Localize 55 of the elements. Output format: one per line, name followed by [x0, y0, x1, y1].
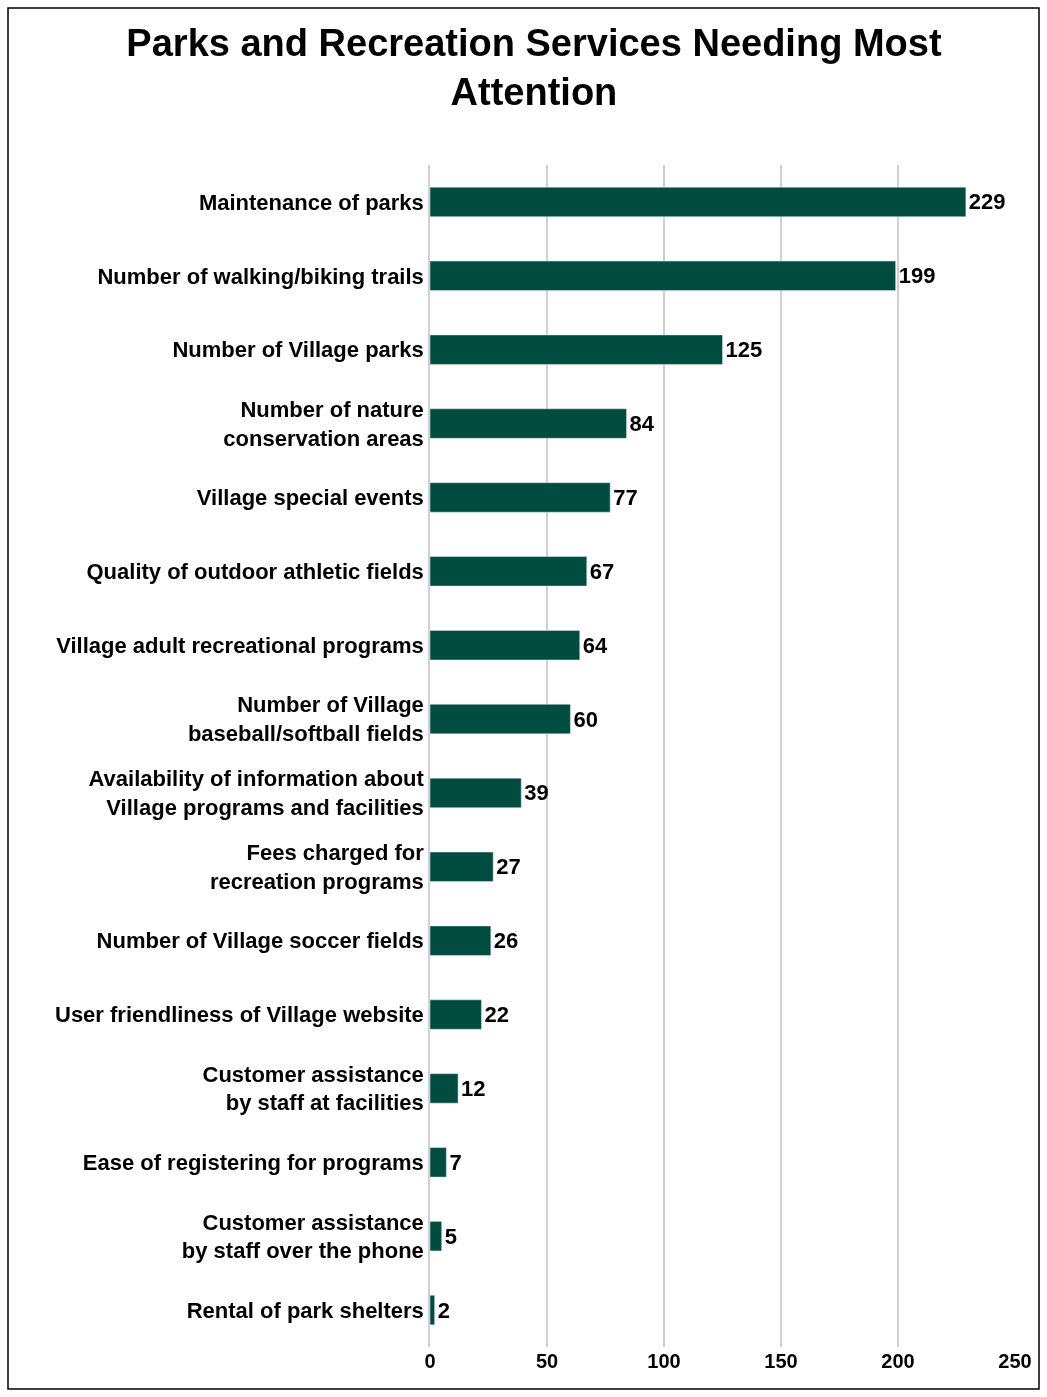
bar — [430, 334, 723, 365]
data-label: 5 — [444, 1223, 457, 1249]
y-tick-label: Maintenance of parks — [198, 189, 424, 215]
bar — [430, 1073, 459, 1104]
bar — [430, 186, 967, 217]
y-tick-label: Customer assistance by staff over the phone — [181, 1209, 424, 1264]
y-tick-label: Customer assistance by staff at facilities — [202, 1061, 424, 1116]
y-tick-label: Rental of park shelters — [186, 1297, 424, 1323]
bar — [430, 851, 494, 882]
x-tick-label: 250 — [998, 1350, 1032, 1372]
bar — [430, 999, 482, 1030]
data-label: 77 — [613, 484, 638, 510]
x-tick-label: 0 — [424, 1350, 436, 1372]
data-label: 229 — [968, 189, 1006, 215]
data-label: 84 — [629, 411, 655, 437]
chart-title: Parks and Recreation Services Needing Most Attention — [126, 21, 942, 114]
bar — [430, 1295, 435, 1326]
x-tick-label: 150 — [764, 1350, 798, 1372]
data-label: 27 — [496, 854, 521, 880]
y-tick-label: Quality of outdoor athletic fields — [86, 559, 424, 585]
y-tick-label: Village special events — [196, 485, 424, 511]
y-tick-label: User friendliness of Village website — [55, 1002, 424, 1028]
data-label: 67 — [589, 558, 615, 584]
data-label: 2 — [437, 1297, 450, 1323]
y-tick-label: Number of walking/biking trails — [97, 263, 424, 289]
data-label: 7 — [449, 1149, 462, 1175]
bar — [430, 925, 492, 956]
bar — [430, 556, 588, 587]
data-label: 125 — [725, 337, 763, 363]
data-label: 199 — [898, 263, 936, 289]
data-label: 12 — [461, 1075, 486, 1101]
y-tick-label: Number of Village parks — [172, 337, 424, 363]
bar — [430, 482, 611, 513]
data-label: 64 — [582, 632, 608, 658]
data-label: 39 — [524, 780, 549, 806]
bar — [430, 408, 627, 439]
y-tick-label: Village adult recreational programs — [56, 632, 424, 658]
bar — [430, 777, 522, 808]
x-tick-label: 200 — [881, 1350, 915, 1372]
y-tick-label: Number of Village baseball/softball fields — [187, 692, 424, 747]
data-label: 60 — [573, 706, 598, 732]
bar — [430, 630, 581, 661]
y-tick-label: Availability of information about Village programs and facilities — [88, 766, 425, 820]
bar — [430, 1147, 447, 1178]
x-tick-label: 100 — [647, 1350, 681, 1372]
bar — [430, 260, 896, 291]
y-tick-label: Number of Village soccer fields — [96, 928, 424, 954]
y-tick-label: Fees charged for recreation programs — [209, 840, 425, 894]
data-label: 22 — [484, 1002, 509, 1028]
data-label: 26 — [493, 928, 519, 954]
y-tick-label: Number of nature conservation areas — [223, 396, 424, 451]
bar — [430, 1221, 442, 1252]
bar — [430, 704, 571, 735]
x-tick-label: 50 — [535, 1350, 559, 1372]
y-tick-label: Ease of registering for programs — [82, 1150, 424, 1176]
